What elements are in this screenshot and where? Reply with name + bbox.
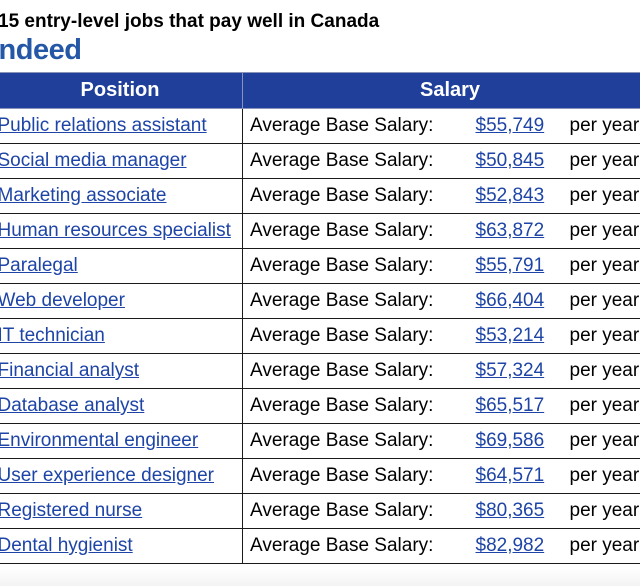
page-title: 15 entry-level jobs that pay well in Can… — [0, 11, 380, 32]
position-cell: Public relations assistant — [0, 108, 243, 144]
salary-value-cell: $80,365 — [459, 493, 559, 529]
position-cell: Database analyst — [0, 388, 243, 424]
table-row: Environmental engineer Average Base Salar… — [0, 423, 640, 459]
salary-value-link[interactable]: $66,404 — [475, 290, 545, 311]
salary-value-cell: $55,749 — [459, 108, 559, 144]
salary-period: per year — [558, 178, 640, 214]
position-link[interactable]: Web developer — [0, 290, 125, 311]
salary-label: Average Base Salary: — [242, 458, 460, 494]
position-column-header: Position — [0, 72, 243, 109]
position-link[interactable]: User experience designer — [0, 465, 215, 486]
salary-value-cell: $50,845 — [459, 143, 559, 179]
table-row: Financial analyst Average Base Salary: $57… — [0, 353, 640, 389]
table-header-row: Position Salary — [0, 72, 640, 109]
salary-value-link[interactable]: $63,872 — [475, 220, 545, 241]
position-link[interactable]: Financial analyst — [0, 360, 140, 381]
salary-value-cell: $53,214 — [459, 318, 559, 354]
salary-period: per year — [558, 458, 640, 494]
salary-value-cell: $65,517 — [459, 388, 559, 424]
position-cell: IT technician — [0, 318, 243, 354]
salary-table: Position Salary Public relations assista… — [0, 72, 640, 564]
indeed-logo: indeed — [0, 34, 82, 66]
salary-label: Average Base Salary: — [242, 388, 460, 424]
table-row: Database analyst Average Base Salary: $65,… — [0, 388, 640, 424]
salary-value-cell: $82,982 — [459, 528, 559, 564]
position-cell: Environmental engineer — [0, 423, 243, 459]
salary-label: Average Base Salary: — [242, 423, 460, 459]
salary-value-cell: $69,586 — [459, 423, 559, 459]
salary-period: per year — [558, 108, 640, 144]
table-row: Social media manager Average Base Salary:… — [0, 143, 640, 179]
position-cell: Social media manager — [0, 143, 243, 179]
salary-value-link[interactable]: $52,843 — [475, 185, 545, 206]
table-row: Public relations assistant Average Base S… — [0, 108, 640, 144]
salary-value-link[interactable]: $50,845 — [475, 150, 545, 171]
table-row: Dental hygienist Average Base Salary: $82,… — [0, 528, 640, 564]
position-link[interactable]: Paralegal — [0, 255, 78, 276]
position-link[interactable]: Social media manager — [0, 150, 187, 171]
salary-label: Average Base Salary: — [242, 178, 460, 214]
salary-period: per year — [558, 318, 640, 354]
salary-column-header: Salary — [241, 72, 640, 109]
salary-period: per year — [558, 528, 640, 564]
table-row: Marketing associate Average Base Salary: $… — [0, 178, 640, 214]
position-link[interactable]: Public relations assistant — [0, 115, 207, 136]
salary-period: per year — [558, 493, 640, 529]
salary-period: per year — [558, 283, 640, 319]
position-cell: Paralegal — [0, 248, 243, 284]
salary-label: Average Base Salary: — [242, 493, 460, 529]
table-row: User experience designer Average Base Sal… — [0, 458, 640, 494]
table-row: IT technician Average Base Salary: $53,214… — [0, 318, 640, 354]
salary-value-cell: $55,791 — [459, 248, 559, 284]
salary-value-link[interactable]: $80,365 — [475, 500, 545, 521]
salary-value-link[interactable]: $55,791 — [475, 255, 545, 276]
salary-value-cell: $64,571 — [459, 458, 559, 494]
salary-label: Average Base Salary: — [242, 108, 460, 144]
salary-label: Average Base Salary: — [242, 283, 460, 319]
position-cell: Web developer — [0, 283, 243, 319]
position-link[interactable]: IT technician — [0, 325, 105, 346]
salary-table-container: Position Salary Public relations assista… — [0, 72, 640, 564]
position-link[interactable]: Human resources specialist — [0, 220, 231, 241]
salary-value-link[interactable]: $64,571 — [475, 465, 545, 486]
table-row: Paralegal Average Base Salary: $55,791 per … — [0, 248, 640, 284]
salary-period: per year — [558, 388, 640, 424]
salary-value-link[interactable]: $69,586 — [475, 430, 545, 451]
position-link[interactable]: Registered nurse — [0, 500, 143, 521]
table-row: Human resources specialist Average Base S… — [0, 213, 640, 249]
table-row: Web developer Average Base Salary: $66,404… — [0, 283, 640, 319]
salary-value-link[interactable]: $57,324 — [475, 360, 545, 381]
salary-value-cell: $52,843 — [459, 178, 559, 214]
salary-label: Average Base Salary: — [242, 353, 460, 389]
salary-period: per year — [558, 213, 640, 249]
salary-label: Average Base Salary: — [242, 143, 460, 179]
position-link[interactable]: Environmental engineer — [0, 430, 199, 451]
salary-period: per year — [558, 248, 640, 284]
salary-value-cell: $66,404 — [459, 283, 559, 319]
position-link[interactable]: Marketing associate — [0, 185, 167, 206]
position-cell: Marketing associate — [0, 178, 243, 214]
table-row: Registered nurse Average Base Salary: $80,… — [0, 493, 640, 529]
position-cell: Financial analyst — [0, 353, 243, 389]
position-link[interactable]: Database analyst — [0, 395, 145, 416]
position-cell: User experience designer — [0, 458, 243, 494]
position-link[interactable]: Dental hygienist — [0, 535, 133, 556]
salary-value-link[interactable]: $53,214 — [475, 325, 545, 346]
salary-value-link[interactable]: $82,982 — [475, 535, 545, 556]
salary-label: Average Base Salary: — [242, 213, 460, 249]
salary-label: Average Base Salary: — [242, 318, 460, 354]
salary-value-cell: $63,872 — [459, 213, 559, 249]
salary-value-link[interactable]: $55,749 — [475, 115, 545, 136]
salary-value-cell: $57,324 — [459, 353, 559, 389]
salary-label: Average Base Salary: — [242, 528, 460, 564]
salary-period: per year — [558, 423, 640, 459]
salary-period: per year — [558, 143, 640, 179]
salary-label: Average Base Salary: — [242, 248, 460, 284]
position-cell: Registered nurse — [0, 493, 243, 529]
position-cell: Dental hygienist — [0, 528, 243, 564]
salary-period: per year — [558, 353, 640, 389]
salary-value-link[interactable]: $65,517 — [475, 395, 545, 416]
position-cell: Human resources specialist — [0, 213, 243, 249]
bottom-fade — [0, 568, 640, 586]
